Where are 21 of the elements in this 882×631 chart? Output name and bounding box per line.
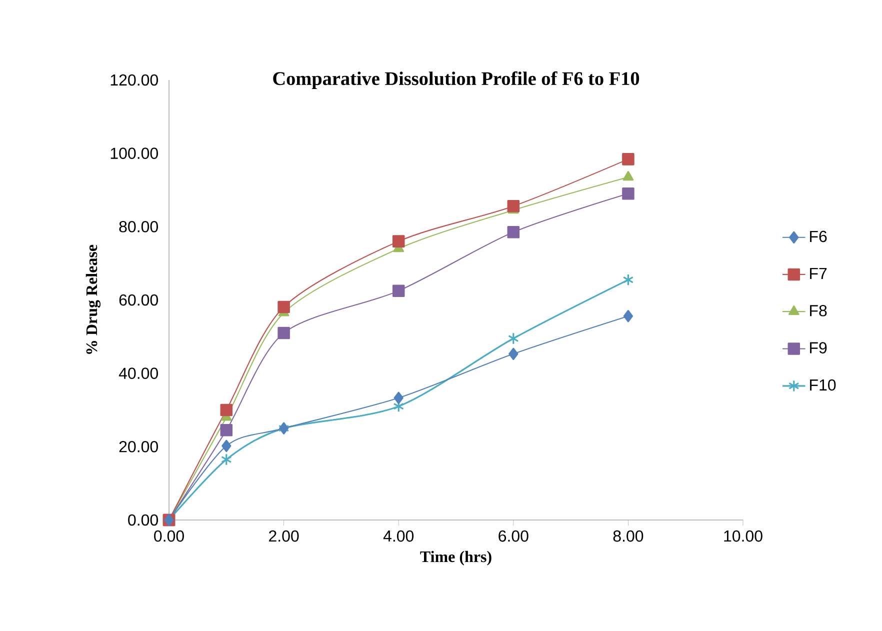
x-tick-label: 8.00	[613, 530, 644, 542]
y-tick-label: 0.00	[128, 514, 158, 526]
legend-label: F9	[810, 342, 827, 354]
x-tick-label: 4.00	[383, 530, 414, 542]
y-tick-label: 100.00	[110, 148, 158, 159]
legend-label: F8	[810, 304, 827, 316]
legend-label: F10	[810, 379, 836, 391]
x-tick-label: 6.00	[498, 530, 528, 542]
y-tick-label: 20.00	[119, 440, 158, 452]
x-tick-label: 2.00	[269, 530, 299, 542]
y-tick-label: 40.00	[118, 368, 158, 379]
chart-title: Comparative Dissolution Profile of F6 to F10	[273, 71, 640, 89]
legend-label: F7	[810, 268, 827, 279]
y-axis-title: % Drug Release	[86, 244, 101, 354]
x-tick-label: 0.00	[154, 530, 184, 542]
y-tick-label: 60.00	[119, 294, 158, 306]
x-tick-label: 10.00	[724, 530, 762, 542]
legend-label: F6	[810, 230, 827, 242]
y-tick-label: 120.00	[110, 74, 158, 86]
x-axis-title: Time (hrs)	[420, 550, 492, 566]
y-tick-label: 80.00	[119, 220, 158, 232]
